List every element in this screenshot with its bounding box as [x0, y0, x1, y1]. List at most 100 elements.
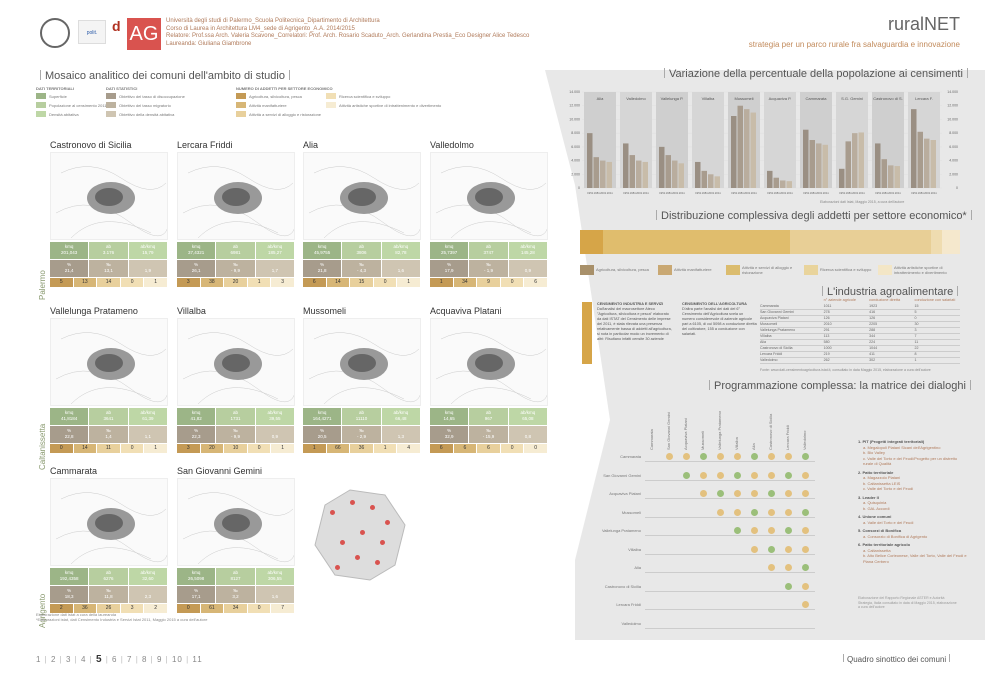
page-link[interactable]: 10 — [171, 655, 183, 664]
year-label: 2001 — [600, 191, 607, 195]
legend-swatch — [106, 93, 116, 99]
bar-1981 — [701, 170, 707, 188]
stat-cell: ab/kmq 66,48 — [381, 408, 420, 425]
page-link[interactable]: 4 — [80, 655, 87, 664]
matrix-dot — [785, 545, 792, 553]
y-tick: 4.000 — [571, 159, 580, 163]
page-link[interactable]: 7 — [127, 655, 133, 664]
stat-cell: ab 967 — [469, 408, 508, 425]
count-cell: 1 — [303, 444, 326, 453]
agro-col2: CENSIMENTO DELL'AGRICOLTURA D'altra part… — [682, 302, 757, 337]
pop-title: Variazione della percentuale della popol… — [660, 68, 972, 80]
y-tick: 6.000 — [949, 145, 958, 149]
page-link[interactable]: 8 — [142, 655, 148, 664]
matrix-dot — [785, 508, 792, 516]
page-link[interactable]: 9 — [156, 655, 163, 664]
year-label: 2001 — [672, 191, 679, 195]
legend-item: Ricerca scientifica e sviluppo — [339, 94, 391, 99]
table-head: conduzione con salariati — [914, 298, 956, 302]
town-stats: kmq 37,4321 ab 6981 ab/kmq 185,27 % 26,1 ‰ - … — [177, 242, 295, 287]
count-cell: 6 — [303, 278, 326, 287]
footer-label: Quadro sinottico dei comuni — [843, 654, 951, 664]
town-card: Alia kmq 45,9755 ab 3806 ab/kmq 82,78 % 21,8… — [303, 140, 421, 287]
matrix-rule — [645, 461, 815, 462]
matrix-dot — [717, 453, 724, 460]
year-label: 1951 — [803, 191, 810, 195]
legend-item: Obiettivo del tasso di disoccupazione — [119, 94, 185, 99]
stat-cell: 2,3 — [128, 586, 167, 603]
y-tick: 12.000 — [569, 104, 580, 108]
page-link[interactable]: 2 — [50, 655, 57, 664]
table-cell: 278 — [823, 310, 830, 314]
stat-cell: kmq 164,4271 — [303, 408, 342, 425]
bar-2001 — [924, 138, 930, 188]
legend-swatch — [236, 93, 246, 99]
stat-cell: 1,3 — [381, 426, 420, 443]
matrix-legend-item: a. Megalopoli Platani Sicani dell'Agrige… — [863, 444, 941, 450]
count-cell: 1 — [373, 444, 397, 453]
table-cell: 30 — [914, 322, 919, 326]
matrix-row-label: Cammarata — [620, 454, 641, 459]
page-link[interactable]: 6 — [112, 655, 118, 664]
matrix-dot — [768, 527, 775, 534]
town-stats: kmq 41,8184 ab 3641 ab/kmq 61,39 % 22,8 ‰ 1,4… — [50, 408, 168, 453]
dist-seg-ricerca — [930, 230, 943, 254]
town-dot — [360, 530, 365, 535]
page-link[interactable]: 3 — [65, 655, 72, 664]
mosaico-legend: DATI TERRITORIALI DATI STATISTICI NUMERO… — [36, 86, 556, 126]
count-cell: 61 — [200, 604, 224, 613]
legend-item: Ricerca scientifica e sviluppo — [820, 267, 872, 272]
count-cell: 10 — [224, 444, 247, 453]
agro-table: n° aziende agricole conduzione diretta con… — [760, 298, 960, 364]
matrix-dot — [802, 601, 809, 608]
count-cell: 20 — [200, 444, 224, 453]
table-cell: Acquaviva Platani — [760, 316, 789, 320]
category-label: Alia — [597, 96, 604, 101]
province-label: Agrigento — [38, 593, 47, 628]
stat-cell: ab 8127 — [216, 568, 255, 585]
table-head: conduzione diretta — [869, 298, 901, 302]
dist-seg-agricoltura — [580, 230, 604, 254]
table-cell: 302 — [869, 358, 876, 362]
count-cell: 6 — [453, 444, 477, 453]
year-label: 2011 — [931, 191, 937, 195]
year-label: 1981 — [702, 191, 709, 195]
town-dot — [330, 510, 335, 515]
legend-item: Attività a servizi di alloggio e ristora… — [249, 112, 322, 117]
stat-cell: ab 3747 — [469, 242, 508, 259]
footnote-line: Elaborazione dati istat a cura della lau… — [36, 612, 117, 617]
agro-title: L'industria agroalimentare — [818, 286, 962, 298]
table-cell: Lercara Friddi — [760, 352, 783, 356]
count-cell: 2 — [144, 604, 167, 613]
town-stats: kmq 25,7397 ab 3747 ab/kmq 145,28 % 17,9 ‰ - … — [430, 242, 548, 287]
bar-1981 — [665, 155, 671, 188]
town-map — [177, 478, 295, 566]
bar-1981 — [881, 159, 887, 188]
stat-cell: ab/kmq 306,55 — [255, 568, 294, 585]
town-name: San Giovanni Gemini — [177, 466, 263, 476]
page-link[interactable]: 11 — [192, 655, 203, 664]
matrix-rule — [645, 516, 815, 517]
table-cell: 0 — [914, 316, 917, 320]
town-stats: kmq 201,043 ab 3.176 ab/kmq 15,79 % 21,4 ‰ 13… — [50, 242, 168, 287]
count-cell: 34 — [224, 604, 247, 613]
y-tick: 6.000 — [571, 145, 580, 149]
town-map — [430, 152, 548, 240]
year-label: 2001 — [708, 191, 715, 195]
y-tick: 14.000 — [947, 90, 958, 94]
stat-cell: kmq 41,8184 — [50, 408, 89, 425]
town-name: Villalba — [177, 306, 206, 316]
stat-cell: % 32,9 — [430, 426, 469, 443]
darch-logo: d — [112, 18, 121, 34]
matrix-legend-head: 2. Patto territoriale — [858, 469, 894, 475]
bar-2001 — [636, 160, 642, 188]
matrix-dot — [734, 527, 741, 534]
page-link[interactable]: 1 — [36, 655, 42, 664]
legend-item: Densità abitativa — [49, 112, 79, 117]
agro-col1-text: Dall'analisi del macrosettore Ateco "Agr… — [597, 307, 672, 341]
page-link[interactable]: 5 — [95, 654, 103, 665]
table-head: n° aziende agricole — [823, 298, 856, 302]
category-label: Lercara F. — [915, 96, 933, 101]
matrix-dot — [768, 545, 775, 553]
table-cell: 1923 — [869, 304, 878, 308]
